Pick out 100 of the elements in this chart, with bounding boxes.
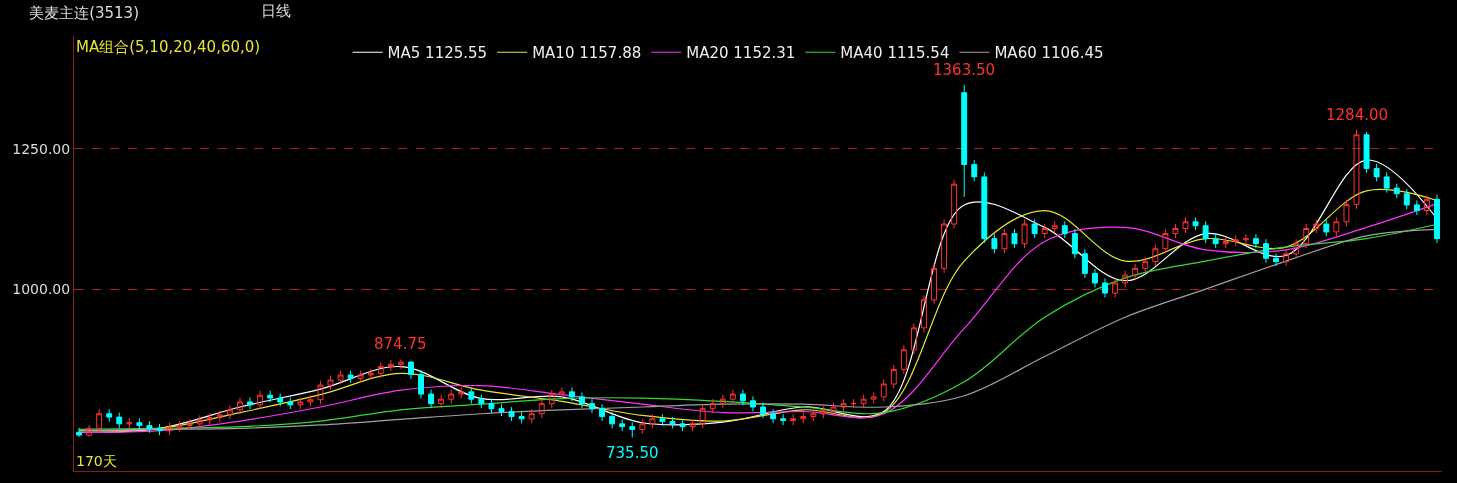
candlestick xyxy=(1051,220,1058,234)
candlestick xyxy=(921,294,927,333)
candlestick xyxy=(1303,223,1310,249)
candlestick xyxy=(961,84,968,198)
candlestick xyxy=(1273,253,1279,267)
candlestick xyxy=(397,358,404,370)
candlestick xyxy=(1222,236,1229,249)
candlestick xyxy=(991,233,998,254)
candlestick xyxy=(1373,163,1380,182)
candlestick xyxy=(136,417,143,431)
candlestick xyxy=(1182,216,1189,234)
candlestick xyxy=(770,408,777,424)
candlestick xyxy=(196,414,203,429)
candlestick xyxy=(1011,228,1018,249)
candlestick xyxy=(1232,234,1239,247)
candlestick xyxy=(870,391,877,405)
candlestick xyxy=(1152,243,1159,267)
candlestick xyxy=(247,396,253,410)
candlestick xyxy=(981,171,988,244)
candlestick xyxy=(367,368,374,381)
candlestick xyxy=(548,389,555,409)
candlestick xyxy=(428,389,435,409)
candlestick xyxy=(1031,219,1038,239)
candlestick xyxy=(146,420,153,434)
candlestick xyxy=(1081,248,1088,279)
candlestick xyxy=(810,408,817,422)
candlestick xyxy=(327,375,334,391)
candlestick xyxy=(1313,219,1320,234)
candlestick xyxy=(1343,199,1350,227)
candlestick xyxy=(418,369,424,400)
candlestick xyxy=(1252,233,1259,249)
candlestick xyxy=(347,370,354,384)
candlestick xyxy=(1383,171,1390,194)
candlestick xyxy=(438,394,445,409)
candlestick xyxy=(297,396,304,410)
legend-label: MA5 1125.55 xyxy=(387,44,488,63)
candlestick xyxy=(1393,183,1400,199)
candlestick xyxy=(760,402,766,419)
candlestick xyxy=(1202,220,1209,244)
candlestick xyxy=(679,418,686,432)
candlestick xyxy=(86,424,93,438)
candlestick xyxy=(237,396,243,415)
candlestick xyxy=(408,360,414,380)
annotation: 170天 xyxy=(76,453,117,469)
candlestick xyxy=(719,394,726,409)
candlestick xyxy=(649,413,656,429)
candlestick xyxy=(689,418,696,432)
candlestick xyxy=(1333,216,1340,237)
annotation: 1363.50 xyxy=(933,61,996,79)
candlestick xyxy=(780,413,787,426)
candlestick xyxy=(699,403,706,429)
candlestick xyxy=(226,404,233,420)
candlestick xyxy=(1172,223,1179,239)
candlestick xyxy=(478,394,485,409)
candlestick xyxy=(659,413,666,427)
candlestick xyxy=(1071,228,1078,259)
candlestick xyxy=(337,370,344,386)
legend-label: MA60 1106.45 xyxy=(994,44,1104,63)
candlestick xyxy=(1092,268,1098,288)
candlestick xyxy=(468,386,475,405)
candlestick xyxy=(830,402,837,416)
candlestick xyxy=(1293,238,1300,259)
candlestick xyxy=(1413,199,1420,216)
candlestick xyxy=(1112,277,1119,299)
candlestick xyxy=(750,395,756,412)
candlestick xyxy=(669,416,676,429)
candlestick xyxy=(629,421,636,439)
legend-label: MA10 1157.88 xyxy=(532,44,642,63)
candlestick xyxy=(1001,228,1008,254)
candlestick xyxy=(890,364,897,389)
candlestick xyxy=(317,380,324,405)
candlestick xyxy=(639,418,646,435)
candlestick xyxy=(1142,256,1149,274)
candlestick xyxy=(448,389,455,405)
candlestick xyxy=(568,386,575,402)
candlestick xyxy=(126,417,133,429)
candlestick xyxy=(116,412,123,429)
candlestick xyxy=(941,219,948,274)
candlestick xyxy=(1242,233,1249,245)
candlestick xyxy=(619,418,626,432)
candlestick xyxy=(1403,188,1410,210)
candlestick xyxy=(508,406,515,422)
y-tick-label: 1250.00 xyxy=(12,140,71,157)
candlestick xyxy=(558,386,565,400)
candlestick xyxy=(1041,223,1048,239)
candlestick xyxy=(800,411,807,424)
text: 日线 xyxy=(261,2,291,20)
candlestick xyxy=(880,379,887,402)
candlestick xyxy=(790,413,797,426)
candlestick xyxy=(1434,194,1440,244)
candlestick xyxy=(840,398,847,412)
candlestick xyxy=(860,394,867,409)
candlestick xyxy=(267,390,274,404)
candlestick xyxy=(1132,263,1139,281)
candlestick xyxy=(106,408,113,423)
candlestick xyxy=(1212,233,1219,249)
candlestick xyxy=(518,411,525,424)
candlestick xyxy=(589,398,595,414)
candlestick xyxy=(206,412,213,425)
annotation: MA组合(5,10,20,40,60,0) xyxy=(76,38,261,56)
